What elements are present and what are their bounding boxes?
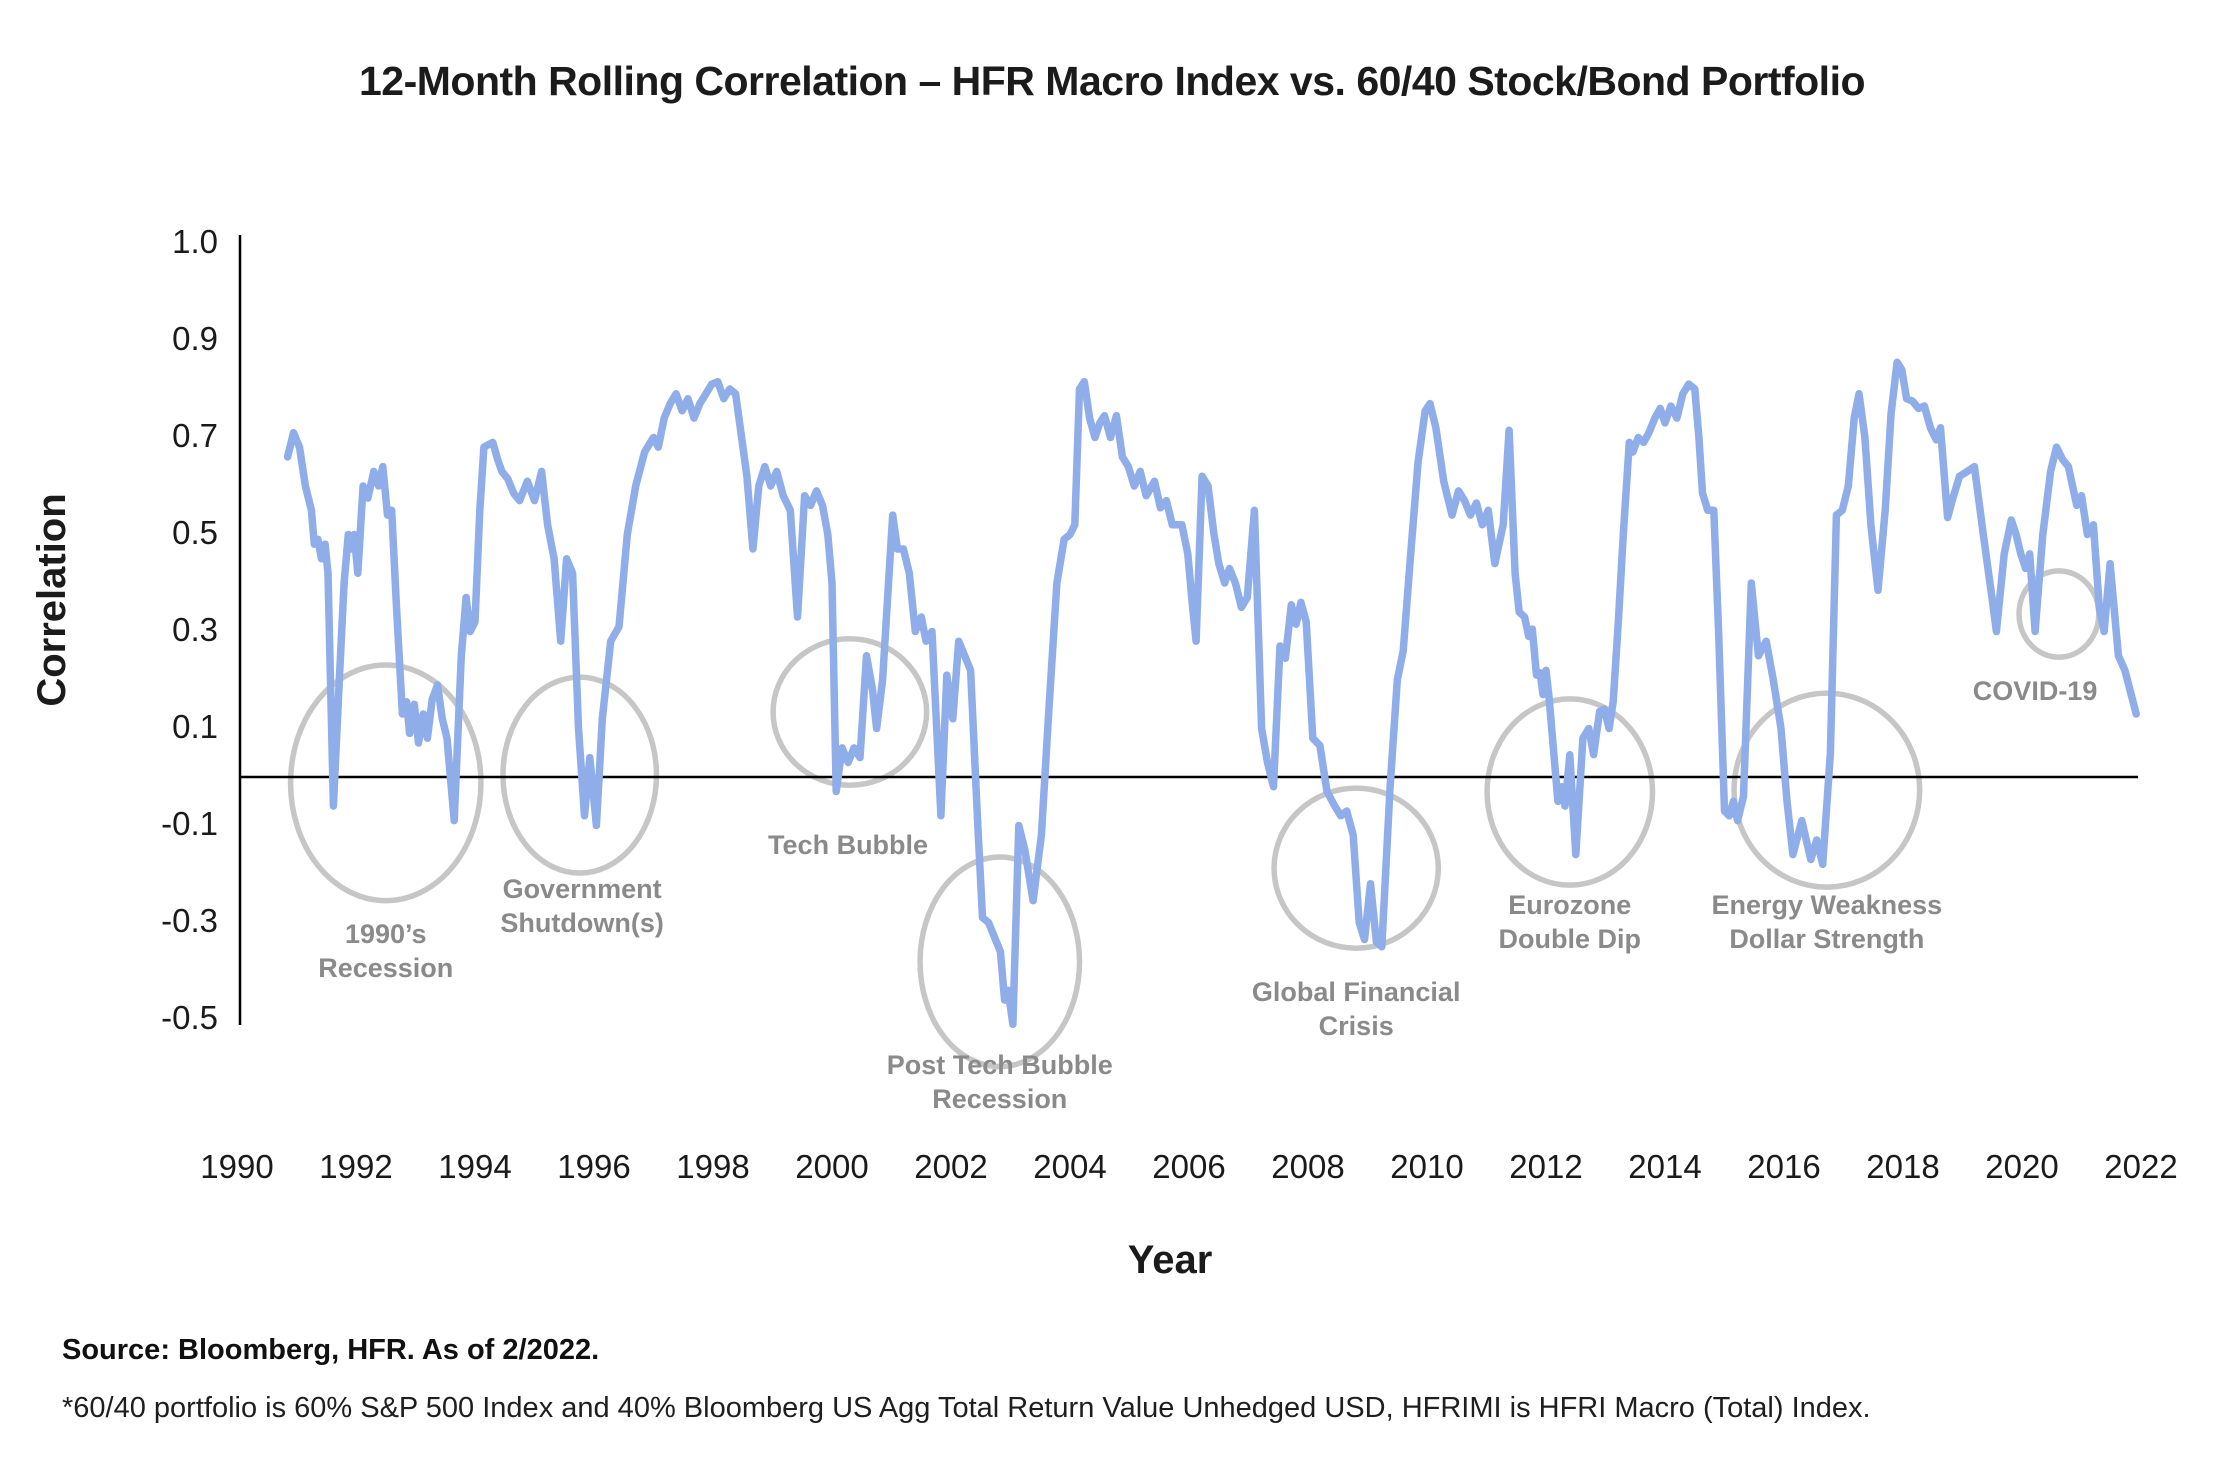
- x-tick-2010: 2010: [1390, 1148, 1464, 1185]
- x-tick-2000: 2000: [795, 1148, 869, 1185]
- x-tick-2018: 2018: [1866, 1148, 1940, 1185]
- y-tick--0.1: -0.1: [161, 805, 218, 842]
- y-tick-1.0: 1.0: [172, 223, 218, 260]
- x-tick-1992: 1992: [319, 1148, 393, 1185]
- y-tick-0.9: 0.9: [172, 320, 218, 357]
- chart-title: 12-Month Rolling Correlation – HFR Macro…: [358, 58, 1866, 104]
- x-tick-2020: 2020: [1985, 1148, 2059, 1185]
- y-tick-0.5: 0.5: [172, 514, 218, 551]
- annotation-circle-1990s-recession: [287, 662, 484, 904]
- annotation-circle-tech-bubble: [770, 636, 930, 788]
- y-tick--0.5: -0.5: [161, 999, 218, 1036]
- y-tick-0.1: 0.1: [172, 708, 218, 745]
- annotation-label-covid-19: COVID-19: [1972, 676, 2098, 707]
- correlation-series-line: [283, 358, 2140, 1029]
- x-tick-2006: 2006: [1152, 1148, 1226, 1185]
- annotation-label-eurozone-double-dip: Eurozone Double Dip: [1498, 890, 1642, 955]
- x-tick-1996: 1996: [557, 1148, 631, 1185]
- source-text: Source: Bloomberg, HFR. As of 2/2022.: [62, 1334, 600, 1366]
- y-tick-0.3: 0.3: [172, 611, 218, 648]
- y-tick--0.3: -0.3: [161, 902, 218, 939]
- annotation-label-1990s-recession: 1990’s Recession: [318, 919, 454, 984]
- footnote-text: *60/40 portfolio is 60% S&P 500 Index an…: [62, 1392, 1871, 1424]
- x-tick-1994: 1994: [438, 1148, 512, 1185]
- x-axis-title: Year: [1127, 1238, 1213, 1282]
- x-tick-1990: 1990: [200, 1148, 274, 1185]
- x-tick-1998: 1998: [676, 1148, 750, 1185]
- annotation-label-tech-bubble: Tech Bubble: [768, 829, 929, 860]
- annotation-circle-global-financial-crisis: [1271, 785, 1442, 951]
- annotation-label-global-financial-crisis: Global Financial Crisis: [1251, 976, 1461, 1041]
- annotation-label-energy-weakness-dollar-strength: Energy Weakness Dollar Strength: [1711, 890, 1943, 955]
- x-tick-2022: 2022: [2104, 1148, 2178, 1185]
- annotation-label-government-shutdowns: Government Shutdown(s): [500, 874, 664, 939]
- annotation-circle-post-tech-bubble-recession: [917, 854, 1083, 1070]
- x-tick-2014: 2014: [1628, 1148, 1702, 1185]
- annotation-circle-energy-weakness-dollar-strength: [1731, 690, 1923, 890]
- x-tick-2012: 2012: [1509, 1148, 1583, 1185]
- annotation-label-post-tech-bubble-recession: Post Tech Bubble Recession: [886, 1050, 1113, 1115]
- x-tick-2008: 2008: [1271, 1148, 1345, 1185]
- x-tick-2016: 2016: [1747, 1148, 1821, 1185]
- x-tick-2002: 2002: [914, 1148, 988, 1185]
- x-tick-2004: 2004: [1033, 1148, 1107, 1185]
- annotation-circle-eurozone-double-dip: [1484, 696, 1656, 888]
- y-tick-0.7: 0.7: [172, 417, 218, 454]
